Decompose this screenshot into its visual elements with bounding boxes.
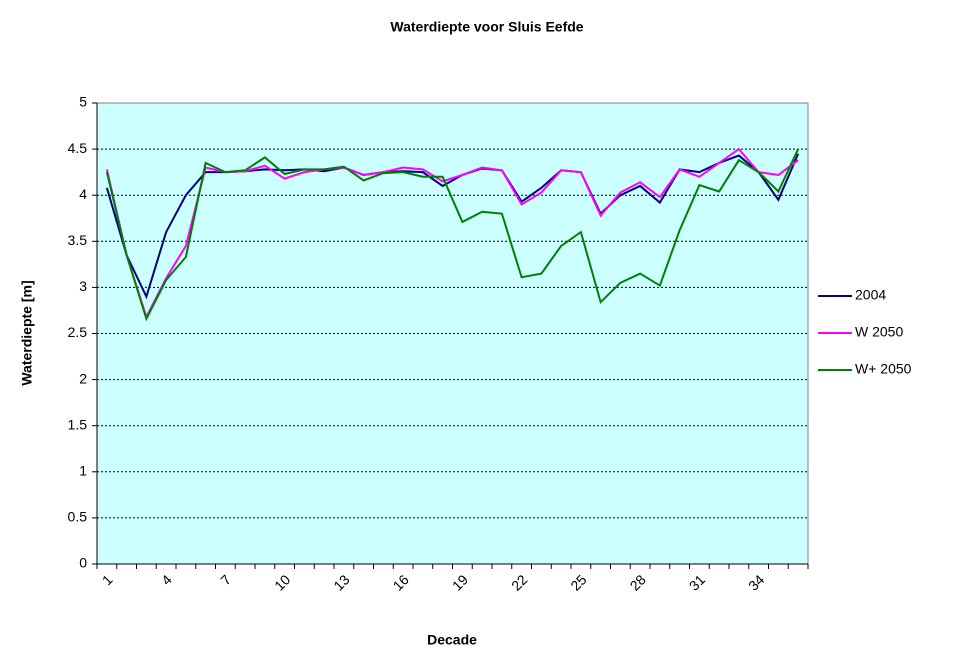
x-axis-title: Decade: [427, 632, 477, 648]
y-tick-label: 0.5: [68, 509, 88, 525]
y-tick-label: 1: [79, 463, 87, 479]
x-tick-label: 4: [158, 571, 175, 588]
x-tick-label: 16: [390, 571, 412, 593]
y-tick-label: 5: [79, 94, 87, 110]
y-tick-label: 3: [79, 278, 87, 294]
y-tick-label: 0: [79, 555, 87, 571]
x-tick-label: 28: [627, 571, 649, 593]
x-tick-label: 1: [99, 571, 116, 588]
x-tick-label: 10: [271, 571, 293, 593]
series-line: [105, 148, 800, 322]
y-tick-label: 4: [79, 186, 87, 202]
x-tick-label: 22: [508, 571, 530, 593]
y-tick-label: 2: [79, 370, 87, 386]
y-tick-label: 4.5: [68, 140, 88, 156]
y-tick-label: 1.5: [68, 416, 88, 432]
chart-title: Waterdiepte voor Sluis Eefde: [390, 19, 583, 35]
legend-label: 2004: [855, 287, 886, 303]
legend-label: W+ 2050: [855, 361, 912, 377]
y-tick-label: 3.5: [68, 232, 88, 248]
legend-label: W 2050: [855, 324, 903, 340]
x-tick-label: 13: [330, 571, 352, 593]
y-tick-label: 2.5: [68, 324, 88, 340]
x-tick-label: 34: [745, 571, 767, 593]
x-tick-label: 25: [567, 571, 589, 593]
x-tick-label: 31: [686, 571, 708, 593]
x-tick-label: 7: [217, 571, 234, 588]
y-axis-title: Waterdiepte [m]: [19, 280, 35, 385]
x-tick-label: 19: [449, 571, 471, 593]
